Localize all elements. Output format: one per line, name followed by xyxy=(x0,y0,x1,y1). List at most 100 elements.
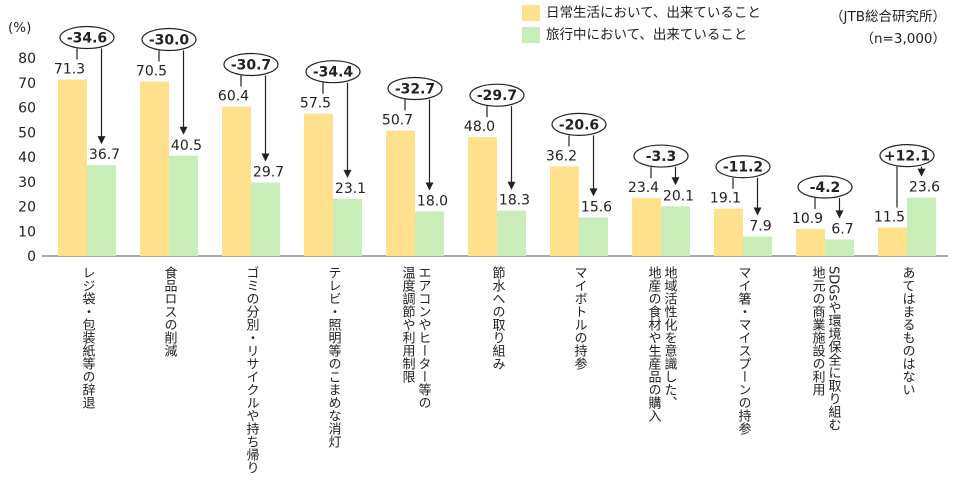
data-label-travel: 23.6 xyxy=(909,180,940,196)
bar-daily xyxy=(796,229,825,256)
diff-arrow-head xyxy=(425,182,434,191)
diff-arrow-head xyxy=(261,153,270,162)
source-org: （JTB総合研究所） xyxy=(830,9,946,25)
bar-travel xyxy=(333,198,362,256)
bar-travel xyxy=(907,197,936,256)
diff-arrow-head xyxy=(835,210,844,219)
bar-daily xyxy=(140,81,169,256)
bar-daily xyxy=(58,79,87,256)
diff-label: -20.6 xyxy=(559,117,599,133)
diff-arrow-head xyxy=(753,207,762,216)
data-label-daily: 50.7 xyxy=(382,113,413,129)
diff-arrow-head xyxy=(917,168,926,177)
y-tick-label: 20 xyxy=(18,200,36,216)
data-label-daily: 11.5 xyxy=(874,210,905,226)
data-label-daily: 36.2 xyxy=(546,148,577,164)
data-label-daily: 60.4 xyxy=(218,89,249,105)
diff-label: -4.2 xyxy=(810,180,841,196)
data-label-travel: 6.7 xyxy=(831,221,853,237)
diff-label: +12.1 xyxy=(884,149,930,165)
bar-travel xyxy=(497,210,526,256)
bar-daily xyxy=(878,227,907,256)
diff-bubble xyxy=(141,27,197,52)
data-label-daily: 57.5 xyxy=(300,96,331,112)
diff-label: -3.3 xyxy=(646,149,677,165)
y-tick-label: 40 xyxy=(18,150,36,166)
diff-bubble xyxy=(633,144,689,168)
category-label: ゴミの分別・リサイクルや持ち帰り xyxy=(244,266,260,474)
data-label-travel: 18.0 xyxy=(417,193,448,209)
bar-daily xyxy=(304,113,333,256)
bar-daily xyxy=(386,130,415,256)
y-tick-label: 0 xyxy=(27,249,36,265)
diff-label: -32.7 xyxy=(395,82,435,98)
category-label: レジ袋・包装紙等の辞退 xyxy=(80,266,96,409)
category-label: テレビ・照明等のこまめな消灯 xyxy=(326,266,342,449)
diff-bubble xyxy=(223,52,279,77)
data-label-travel: 7.9 xyxy=(749,218,771,234)
diff-bubble xyxy=(797,175,853,199)
y-tick-label: 30 xyxy=(18,175,36,191)
legend-swatch-travel xyxy=(522,27,540,43)
bar-daily xyxy=(550,166,579,256)
diff-label: -30.7 xyxy=(231,58,271,74)
diff-arrow-head xyxy=(97,136,106,145)
bar-travel xyxy=(251,182,280,256)
data-label-travel: 20.1 xyxy=(663,188,694,204)
diff-bubble xyxy=(879,143,935,168)
bar-daily xyxy=(714,208,743,256)
diff-arrow-head xyxy=(507,181,516,190)
y-tick-label: 80 xyxy=(18,51,36,67)
category-label: エアコンやヒーター等の温度調節や利用制限 xyxy=(400,266,432,409)
diff-bubble xyxy=(469,83,525,107)
bar-travel xyxy=(661,206,690,256)
data-label-daily: 19.1 xyxy=(710,191,741,207)
bar-daily xyxy=(468,137,497,256)
diff-label: -30.0 xyxy=(149,33,190,49)
data-label-travel: 29.7 xyxy=(253,164,284,180)
legend-item-travel: 旅行中において、出来ていること xyxy=(522,24,761,46)
diff-arrow-head xyxy=(589,188,598,197)
diff-bubble xyxy=(387,76,443,101)
data-label-daily: 10.9 xyxy=(792,211,823,227)
legend-label-daily: 日常生活において、出来ていること xyxy=(546,5,761,21)
bar-travel xyxy=(825,239,854,256)
category-label: マイボトルの持参 xyxy=(572,266,588,370)
y-tick-label: 60 xyxy=(18,101,36,117)
data-label-travel: 23.1 xyxy=(335,181,366,197)
data-label-travel: 15.6 xyxy=(581,199,612,215)
bar-travel xyxy=(87,165,116,256)
sample-size: （n=3,000） xyxy=(860,31,946,47)
y-axis-unit: (%) xyxy=(8,20,32,36)
diff-label: -34.6 xyxy=(67,31,107,47)
bar-daily xyxy=(222,106,251,256)
diff-label: -11.2 xyxy=(723,160,763,176)
diff-bubble xyxy=(715,155,771,179)
legend-label-travel: 旅行中において、出来ていること xyxy=(546,27,748,43)
category-label: あてはまるものはない xyxy=(900,266,915,396)
data-label-travel: 40.5 xyxy=(171,138,202,154)
y-tick-label: 50 xyxy=(18,125,36,141)
bar-travel xyxy=(743,236,772,256)
diff-arrow-head xyxy=(343,169,352,178)
y-tick-label: 10 xyxy=(18,224,36,240)
legend-swatch-daily xyxy=(522,5,540,21)
category-label: 節水への取り組み xyxy=(490,266,506,370)
data-label-travel: 36.7 xyxy=(89,147,120,163)
category-label: 食品ロスの削減 xyxy=(162,265,178,358)
data-label-daily: 23.4 xyxy=(628,180,659,196)
data-label-daily: 71.3 xyxy=(54,62,85,78)
diff-arrow-head xyxy=(671,177,680,186)
bar-travel xyxy=(579,217,608,256)
diff-arrow-head xyxy=(179,126,188,135)
data-label-travel: 18.3 xyxy=(499,193,530,209)
diff-label: -34.4 xyxy=(313,65,354,81)
diff-bubble xyxy=(305,60,361,84)
category-label: 地域活性化を意識した、地産の食材や生産品の購入 xyxy=(646,266,678,422)
diff-bubble xyxy=(551,112,607,137)
category-label: マイ箸・マイスプーンの持参 xyxy=(736,266,752,435)
bar-travel xyxy=(415,211,444,256)
category-label: SDGsや環境保全に取り組む地元の商業施設の利用 xyxy=(810,266,842,431)
data-label-daily: 70.5 xyxy=(136,64,167,80)
